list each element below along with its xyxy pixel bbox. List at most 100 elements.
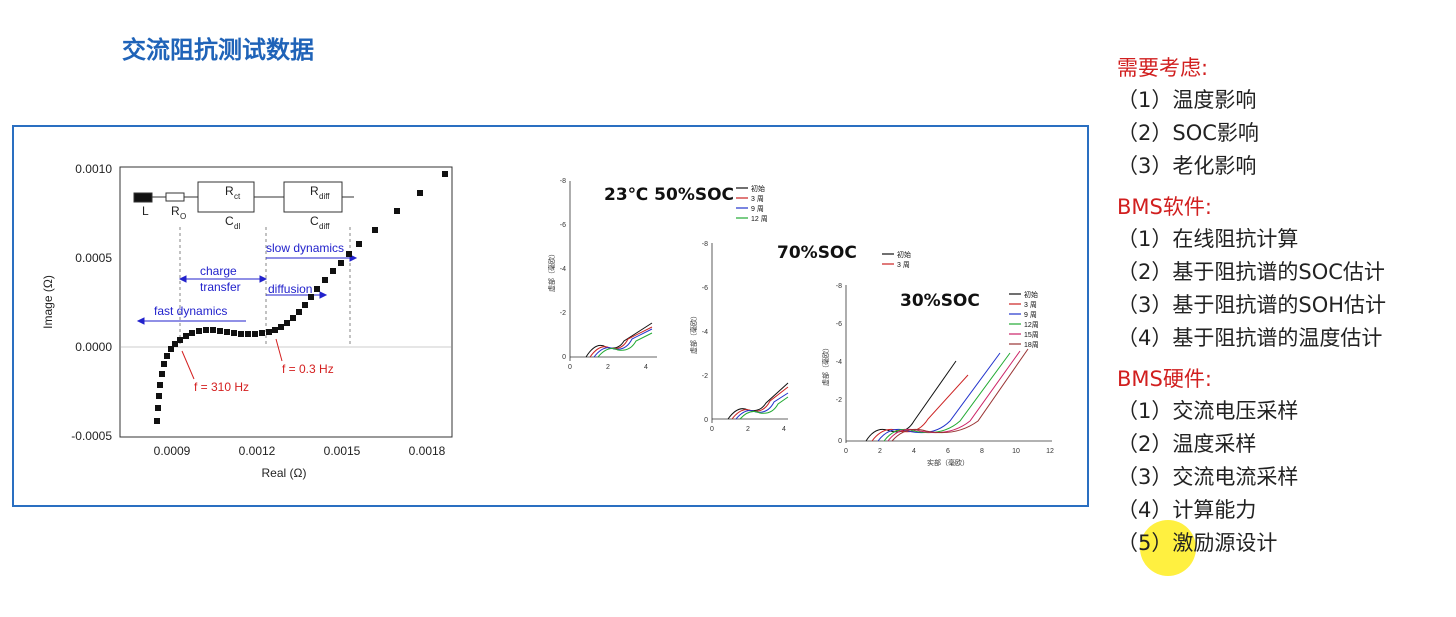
- software-item: （1）在线阻抗计算: [1117, 227, 1299, 251]
- y-tick: -6: [836, 321, 842, 328]
- annotation-slow-dynamics: slow dynamics: [266, 241, 344, 255]
- nyquist-plot-area: [119, 166, 453, 438]
- chart-23c-50soc: -8 -6 -4 -2 0 0 2 4 虚部（毫欧）: [547, 178, 657, 371]
- considerations-item: （3）老化影响: [1117, 154, 1257, 178]
- y-tick: -0.0005: [71, 429, 112, 443]
- software-group: BMS软件: （1）在线阻抗计算 （2）基于阻抗谱的SOC估计 （3）基于阻抗谱…: [1117, 191, 1386, 355]
- software-item: （3）基于阻抗谱的SOH估计: [1117, 293, 1387, 317]
- x-tick: 0.0018: [409, 444, 446, 458]
- y-tick: -2: [836, 397, 842, 404]
- notes-panel: 需要考虑: （1）温度影响 （2）SOC影响 （3）老化影响 BMS软件: （1…: [1117, 52, 1386, 568]
- circuit-label-rdiff: R: [310, 184, 319, 198]
- y-tick: -8: [836, 283, 842, 290]
- x-tick: 4: [644, 364, 648, 371]
- page-title: 交流阻抗测试数据: [122, 36, 314, 64]
- legend-item: 初始: [1024, 290, 1038, 299]
- x-tick: 0: [710, 426, 714, 433]
- x-tick: 2: [746, 426, 750, 433]
- x-tick: 8: [980, 448, 984, 455]
- hardware-item: （3）交流电流采样: [1117, 465, 1299, 489]
- nyquist-chart: 0.0010 0.0005 0.0000 -0.0005 0.0009 0.00…: [41, 162, 453, 480]
- circuit-label-l: L: [142, 204, 149, 218]
- equivalent-circuit: [133, 181, 354, 213]
- circuit-label-r0: R: [171, 204, 180, 218]
- x-tick: 0: [844, 448, 848, 455]
- legend-item: 3 周: [1024, 301, 1037, 309]
- legend-item: 3 周: [897, 261, 910, 269]
- y-tick: 0: [562, 354, 566, 361]
- chart-label-70soc: 70%SOC: [777, 243, 857, 263]
- x-tick: 0.0009: [154, 444, 191, 458]
- hardware-group: BMS硬件: （1）交流电压采样 （2）温度采样 （3）交流电流采样 （4）计算…: [1117, 363, 1386, 560]
- legend-item: 3 周: [751, 195, 764, 203]
- chart-30soc: -8 -6 -4 -2 0 0 2 4 6 8 10 12 实部（毫欧） 虚部（…: [821, 283, 1054, 467]
- circuit-label-cdiff: C: [310, 214, 319, 228]
- hardware-item: （4）计算能力: [1117, 498, 1257, 522]
- y-tick: -4: [702, 329, 708, 336]
- considerations-item: （1）温度影响: [1117, 88, 1257, 112]
- hardware-item: （5）激励源设计: [1117, 531, 1278, 555]
- legend-item: 15周: [1024, 331, 1039, 339]
- y-tick: -6: [560, 222, 566, 229]
- circuit-sub-cdiff: diff: [319, 222, 330, 231]
- annotation-f-0-3hz: f = 0.3 Hz: [282, 362, 334, 376]
- legend-item: 9 周: [1024, 311, 1037, 319]
- chart-label-30soc: 30%SOC: [900, 291, 980, 311]
- hardware-item: （2）温度采样: [1117, 432, 1257, 456]
- x-tick: 0.0012: [239, 444, 276, 458]
- annotation-charge: charge: [200, 264, 237, 278]
- x-tick: 2: [606, 364, 610, 371]
- considerations-group: 需要考虑: （1）温度影响 （2）SOC影响 （3）老化影响: [1117, 52, 1386, 183]
- y-tick: -8: [702, 241, 708, 248]
- x-axis-label: Real (Ω): [262, 466, 307, 480]
- y-tick: 0: [704, 417, 708, 424]
- software-item: （4）基于阻抗谱的温度估计: [1117, 326, 1383, 350]
- hardware-item: （1）交流电压采样: [1117, 399, 1299, 423]
- y-tick: -4: [836, 359, 842, 366]
- x-tick: 0: [568, 364, 572, 371]
- chart-label-23c-50soc: 23℃ 50%SOC: [604, 185, 735, 205]
- circuit-label-cdl: C: [225, 214, 234, 228]
- annotation-f-310hz: f = 310 Hz: [194, 380, 249, 394]
- cursor-highlight: [1140, 520, 1196, 576]
- legend-item: 初始: [897, 250, 911, 259]
- legend-item: 12周: [1024, 321, 1039, 329]
- y-tick: 0.0000: [75, 340, 112, 354]
- x-tick: 6: [946, 448, 950, 455]
- nyquist-data-markers: [154, 171, 448, 424]
- y-tick: -4: [560, 266, 566, 273]
- considerations-heading: 需要考虑:: [1117, 56, 1209, 80]
- software-heading: BMS软件:: [1117, 195, 1212, 219]
- legend-item: 12 周: [751, 215, 768, 223]
- y-axis-label: Image (Ω): [41, 275, 55, 329]
- y-tick: 0.0005: [75, 251, 112, 265]
- y-tick: -8: [560, 178, 566, 185]
- circuit-sub-rdiff: diff: [319, 192, 330, 201]
- annotation-transfer: transfer: [200, 280, 241, 294]
- y-tick: -2: [702, 373, 708, 380]
- x-axis-label: 实部（毫欧）: [927, 458, 969, 467]
- legend-70: 初始 3 周: [882, 250, 911, 269]
- software-item: （2）基于阻抗谱的SOC估计: [1117, 260, 1385, 284]
- legend-30: 初始 3 周 9 周 12周 15周 18周: [1009, 290, 1039, 349]
- legend-item: 初始: [751, 184, 765, 193]
- y-axis-label: 虚部（毫欧）: [821, 344, 830, 386]
- x-tick: 4: [782, 426, 786, 433]
- annotation-diffusion: diffusion: [268, 282, 312, 296]
- legend-23c: 初始 3 周 9 周 12 周: [736, 184, 768, 223]
- y-tick: -6: [702, 285, 708, 292]
- y-tick: 0.0010: [75, 162, 112, 176]
- circuit-sub-cdl: dl: [234, 222, 240, 231]
- x-tick: 0.0015: [324, 444, 361, 458]
- circuit-label-rct: R: [225, 184, 234, 198]
- y-tick: -2: [560, 310, 566, 317]
- x-tick: 10: [1012, 448, 1020, 455]
- y-axis-label: 虚部（毫欧）: [689, 312, 698, 354]
- legend-item: 9 周: [751, 205, 764, 213]
- annotation-fast-dynamics: fast dynamics: [154, 304, 227, 318]
- y-axis-label: 虚部（毫欧）: [547, 250, 556, 292]
- figure-frame: 0.0010 0.0005 0.0000 -0.0005 0.0009 0.00…: [12, 125, 1089, 507]
- circuit-sub-r0: O: [180, 212, 186, 221]
- x-tick: 2: [878, 448, 882, 455]
- considerations-item: （2）SOC影响: [1117, 121, 1259, 145]
